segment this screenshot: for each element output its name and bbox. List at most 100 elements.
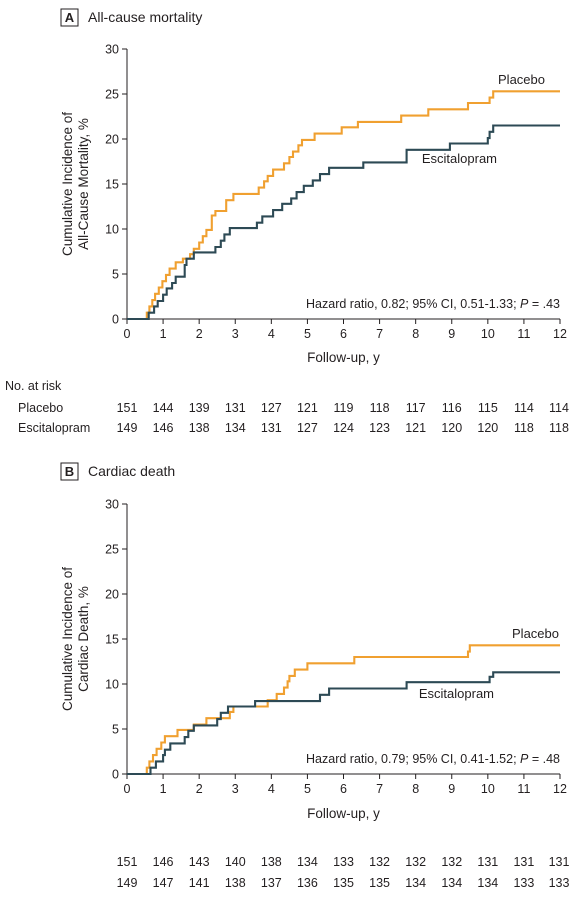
y-tick-label: 15 — [105, 633, 119, 647]
x-tick-label: 7 — [376, 327, 383, 341]
x-tick-label: 12 — [553, 782, 567, 796]
series-label-placebo: Placebo — [498, 72, 545, 87]
x-tick-label: 9 — [448, 327, 455, 341]
x-tick-label: 4 — [268, 327, 275, 341]
series-line-placebo — [127, 644, 560, 776]
at-risk-value: 135 — [369, 876, 390, 890]
series-line-escitalopram — [127, 124, 560, 321]
at-risk-value: 136 — [297, 876, 318, 890]
series-label-escitalopram: Escitalopram — [419, 686, 494, 701]
at-risk-value: 121 — [405, 421, 426, 435]
at-risk-row-label: Escitalopram — [18, 421, 90, 435]
y-tick-label: 15 — [105, 178, 119, 192]
at-risk-value: 131 — [261, 421, 282, 435]
at-risk-value: 131 — [549, 855, 570, 869]
at-risk-value: 118 — [549, 421, 569, 435]
at-risk-value: 118 — [370, 401, 390, 415]
hazard-ratio-part: Hazard ratio, 0.82; 95% CI, 0.51-1.33; — [306, 297, 520, 311]
at-risk-value: 119 — [334, 401, 354, 415]
x-tick-label: 3 — [232, 782, 239, 796]
y-tick-label: 5 — [112, 268, 119, 282]
x-tick-label: 0 — [124, 782, 131, 796]
at-risk-value: 132 — [369, 855, 390, 869]
y-axis-title-line: Cumulative Incidence of — [60, 112, 75, 256]
y-tick-label: 0 — [112, 768, 119, 782]
at-risk-value: 120 — [477, 421, 498, 435]
at-risk-value: 133 — [333, 855, 354, 869]
y-tick-label: 30 — [105, 498, 119, 512]
at-risk-value: 127 — [261, 401, 282, 415]
at-risk-value: 149 — [117, 876, 138, 890]
at-risk-value: 132 — [405, 855, 426, 869]
chart-title: All-cause mortality — [88, 9, 202, 25]
at-risk-value: 138 — [189, 421, 210, 435]
at-risk-value: 131 — [477, 855, 498, 869]
y-tick-label: 0 — [112, 313, 119, 327]
hazard-ratio-annotation: Hazard ratio, 0.79; 95% CI, 0.41-1.52; P… — [306, 752, 560, 766]
x-axis-title: Follow-up, y — [307, 350, 380, 365]
y-tick-label: 30 — [105, 43, 119, 57]
y-axis-title: Cumulative Incidence ofCardiac Death, % — [60, 567, 91, 711]
x-tick-label: 9 — [448, 782, 455, 796]
at-risk-value: 134 — [477, 876, 498, 890]
x-tick-label: 11 — [517, 327, 530, 341]
at-risk-value: 151 — [117, 401, 138, 415]
at-risk-value: 138 — [225, 876, 246, 890]
at-risk-value: 124 — [333, 421, 354, 435]
x-tick-label: 5 — [304, 327, 311, 341]
x-tick-label: 12 — [553, 327, 567, 341]
x-tick-label: 10 — [481, 327, 495, 341]
at-risk-value: 120 — [441, 421, 462, 435]
at-risk-value: 117 — [406, 401, 426, 415]
at-risk-value: 138 — [261, 855, 282, 869]
y-axis-title-line: All-Cause Mortality, % — [76, 118, 91, 250]
hazard-ratio-annotation: Hazard ratio, 0.82; 95% CI, 0.51-1.33; P… — [306, 297, 560, 311]
x-tick-label: 2 — [196, 327, 203, 341]
at-risk-value: 114 — [549, 401, 569, 415]
panel-letter: A — [65, 10, 75, 25]
x-tick-label: 2 — [196, 782, 203, 796]
at-risk-value: 135 — [333, 876, 354, 890]
at-risk-value: 151 — [117, 855, 138, 869]
x-tick-label: 8 — [412, 327, 419, 341]
at-risk-table: 151 146 143 140 138 134 133 132 132 132 131 131 131 1… — [117, 855, 570, 890]
chart-title: Cardiac death — [88, 463, 175, 479]
hazard-ratio-part: Hazard ratio, 0.79; 95% CI, 0.41-1.52; — [306, 752, 520, 766]
y-tick-label: 25 — [105, 88, 119, 102]
at-risk-value: 146 — [153, 855, 174, 869]
y-axis-title-line: Cardiac Death, % — [76, 586, 91, 692]
x-tick-label: 10 — [481, 782, 495, 796]
x-tick-label: 11 — [517, 782, 530, 796]
at-risk-value: 147 — [153, 876, 174, 890]
at-risk-value: 134 — [297, 855, 318, 869]
at-risk-value: 141 — [189, 876, 210, 890]
hazard-ratio-part: = .43 — [528, 297, 560, 311]
y-tick-label: 20 — [105, 133, 119, 147]
at-risk-value: 149 — [117, 421, 138, 435]
x-tick-label: 6 — [340, 782, 347, 796]
hazard-ratio-part: = .48 — [528, 752, 560, 766]
y-tick-label: 25 — [105, 543, 119, 557]
series-line-placebo — [127, 90, 560, 321]
hazard-ratio-part: P — [520, 752, 529, 766]
at-risk-header: No. at risk — [5, 379, 62, 393]
at-risk-value: 131 — [225, 401, 246, 415]
x-tick-label: 7 — [376, 782, 383, 796]
at-risk-value: 114 — [514, 401, 534, 415]
at-risk-value: 132 — [441, 855, 462, 869]
x-tick-label: 1 — [160, 327, 167, 341]
at-risk-value: 133 — [513, 876, 534, 890]
at-risk-value: 144 — [153, 401, 174, 415]
at-risk-table: No. at risk Placebo Escitalopram 151 144 139 1… — [5, 379, 569, 435]
at-risk-value: 143 — [189, 855, 210, 869]
at-risk-value: 134 — [405, 876, 426, 890]
at-risk-value: 116 — [442, 401, 462, 415]
x-tick-label: 1 — [160, 782, 167, 796]
y-tick-label: 5 — [112, 723, 119, 737]
panel-letter-box — [60, 462, 79, 481]
at-risk-value: 115 — [478, 401, 498, 415]
